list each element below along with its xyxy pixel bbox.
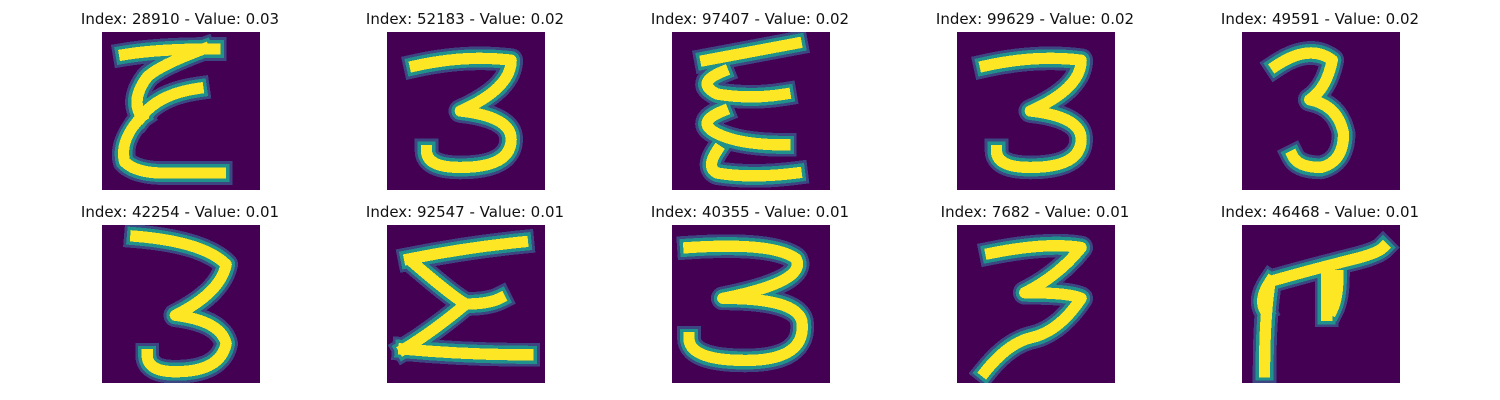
panel-title: Index: 49591 - Value: 0.02 bbox=[1220, 10, 1420, 28]
digit-panel: Index: 28910 - Value: 0.03 bbox=[55, 10, 305, 200]
digit-panel: Index: 52183 - Value: 0.02 bbox=[340, 10, 590, 200]
stroke-core bbox=[117, 41, 227, 179]
stroke-core bbox=[129, 230, 232, 378]
digit-image bbox=[102, 32, 260, 190]
stroke-core bbox=[699, 36, 803, 182]
stroke-core bbox=[1257, 239, 1392, 378]
panel-title: Index: 28910 - Value: 0.03 bbox=[80, 10, 280, 28]
panel-title: Index: 97407 - Value: 0.02 bbox=[650, 10, 850, 28]
digit-image bbox=[957, 225, 1115, 383]
digit-panel: Index: 40355 - Value: 0.01 bbox=[625, 203, 875, 393]
digit-image bbox=[387, 225, 545, 383]
stroke-core bbox=[682, 240, 808, 367]
digit-panel: Index: 7682 - Value: 0.01 bbox=[910, 203, 1160, 393]
digit-panel: Index: 99629 - Value: 0.02 bbox=[910, 10, 1160, 200]
panel-title: Index: 99629 - Value: 0.02 bbox=[935, 10, 1135, 28]
digit-image bbox=[387, 32, 545, 190]
digit-panel: Index: 97407 - Value: 0.02 bbox=[625, 10, 875, 200]
stroke-core bbox=[978, 52, 1087, 174]
stroke-core bbox=[1268, 47, 1350, 174]
digit-image bbox=[672, 225, 830, 383]
digit-image bbox=[1242, 225, 1400, 383]
digit-image bbox=[957, 32, 1115, 190]
panel-title: Index: 92547 - Value: 0.01 bbox=[365, 203, 565, 221]
digit-panel: Index: 42254 - Value: 0.01 bbox=[55, 203, 305, 393]
stroke-core bbox=[408, 52, 517, 174]
panel-title: Index: 40355 - Value: 0.01 bbox=[650, 203, 850, 221]
digit-panel: Index: 49591 - Value: 0.02 bbox=[1195, 10, 1445, 200]
digit-image bbox=[672, 32, 830, 190]
digit-panel: Index: 92547 - Value: 0.01 bbox=[340, 203, 590, 393]
digit-image bbox=[102, 225, 260, 383]
panel-title: Index: 7682 - Value: 0.01 bbox=[940, 203, 1130, 221]
panel-title: Index: 46468 - Value: 0.01 bbox=[1220, 203, 1420, 221]
stroke-core bbox=[977, 240, 1087, 380]
digit-panel: Index: 46468 - Value: 0.01 bbox=[1195, 203, 1445, 393]
panel-title: Index: 42254 - Value: 0.01 bbox=[80, 203, 280, 221]
panel-title: Index: 52183 - Value: 0.02 bbox=[365, 10, 565, 28]
stroke-core bbox=[396, 235, 534, 361]
digit-image bbox=[1242, 32, 1400, 190]
